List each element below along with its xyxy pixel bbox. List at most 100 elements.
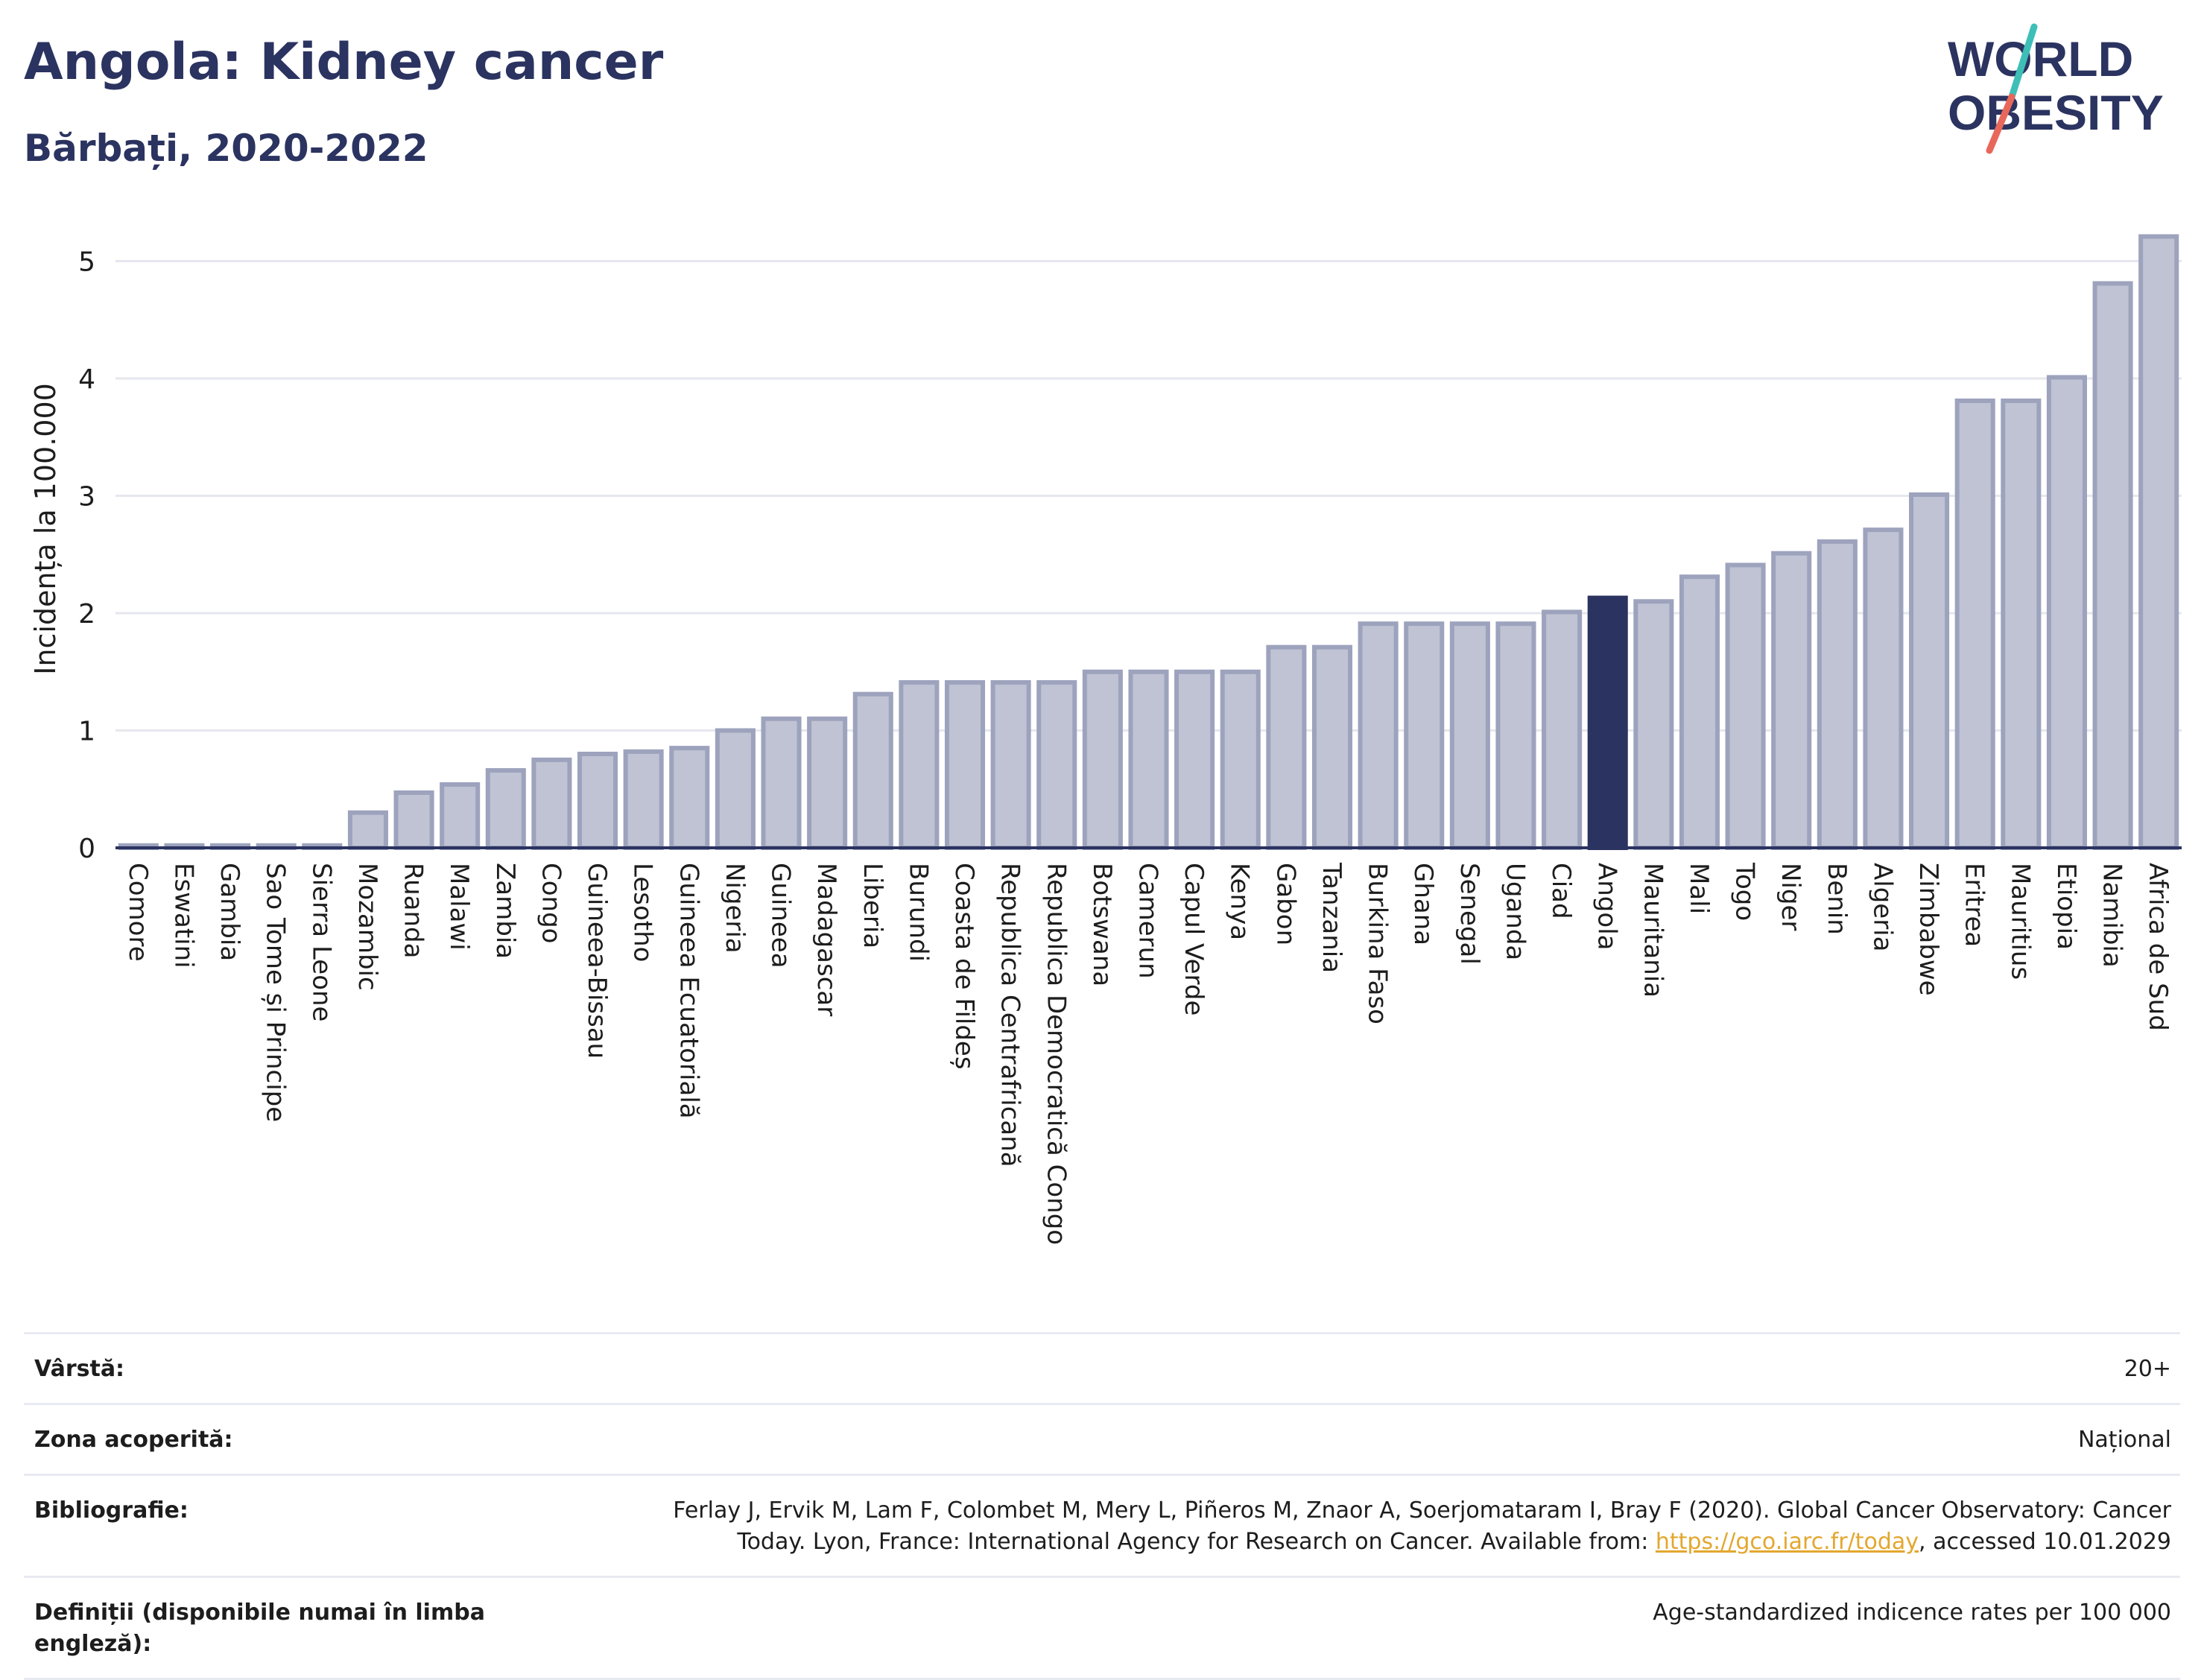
x-tick-label: Mauritius <box>2005 863 2035 980</box>
bibliography-text: Ferlay J, Ervik M, Lam F, Colombet M, Me… <box>673 1497 2171 1555</box>
bar-camerun[interactable] <box>1128 669 1169 850</box>
bibliography-link[interactable]: https://gco.iarc.fr/today <box>1655 1529 1919 1555</box>
bar-algeria[interactable] <box>1863 527 1904 850</box>
bar-uganda[interactable] <box>1495 621 1536 850</box>
bar-ruanda[interactable] <box>393 790 434 850</box>
x-tick-label: Madagascar <box>811 863 841 1016</box>
meta-value-definitions: Age-standardized indicence rates per 100… <box>1653 1600 2171 1626</box>
y-tick-label: 4 <box>78 364 95 395</box>
metadata-table: Vârstă: 20+ Zona acoperită: Național Bib… <box>24 1332 2180 1680</box>
x-tick-label: Eritrea <box>1960 863 1989 947</box>
x-tick-label: Gabon <box>1270 863 1300 945</box>
bar-lesotho[interactable] <box>623 749 664 850</box>
x-tick-label: Africa de Sud <box>2143 863 2173 1031</box>
bar-namibia[interactable] <box>2092 281 2133 851</box>
y-tick-label: 3 <box>78 482 95 513</box>
bar-zimbabwe[interactable] <box>1909 492 1950 850</box>
x-tick-label: Guineea Ecuatorială <box>674 863 703 1119</box>
bar-angola[interactable] <box>1587 595 1628 851</box>
bar-mozambic[interactable] <box>347 810 388 850</box>
x-tick-label: Burkina Faso <box>1363 863 1393 1024</box>
logo-line-world: WORLD <box>1948 31 2133 86</box>
y-axis-label: Incidența la 100.000 <box>29 383 62 675</box>
bar-botswana[interactable] <box>1082 669 1123 850</box>
bar-nigeria[interactable] <box>715 728 756 850</box>
meta-row-bibliography: Bibliografie: Ferlay J, Ervik M, Lam F, … <box>24 1474 2180 1576</box>
bar-ghana[interactable] <box>1404 621 1445 850</box>
bars <box>118 234 2179 851</box>
bar-liberia[interactable] <box>852 691 893 850</box>
bar-burkina-faso[interactable] <box>1358 621 1399 850</box>
bar-coasta-de-filde-[interactable] <box>944 679 986 850</box>
bar-capul-verde[interactable] <box>1174 669 1215 850</box>
x-tick-label: Malawi <box>444 863 474 951</box>
x-tick-label: Capul Verde <box>1179 863 1209 1015</box>
bar-guineea[interactable] <box>761 716 802 850</box>
x-tick-label: Zambia <box>490 863 520 959</box>
bar-mali[interactable] <box>1679 574 1720 850</box>
bar-ciad[interactable] <box>1542 609 1583 850</box>
x-tick-label: Mali <box>1684 863 1714 914</box>
x-tick-label: Uganda <box>1500 863 1530 960</box>
bar-malawi[interactable] <box>440 782 481 851</box>
x-tick-label: Kenya <box>1225 863 1255 940</box>
meta-row-definitions: Definiții (disponibile numai în limba en… <box>24 1576 2180 1680</box>
x-tick-label: Republica Centrafricană <box>995 863 1025 1167</box>
meta-label-definitions: Definiții (disponibile numai în limba en… <box>34 1600 485 1657</box>
bar-chart: 0 1 2 3 4 5 Comore Eswatini Gambia Sao Tome și Pr… <box>29 234 2182 1245</box>
bar-niger[interactable] <box>1771 551 1812 850</box>
x-tick-label: Ciad <box>1546 863 1576 919</box>
x-tick-label: Namibia <box>2097 863 2127 968</box>
meta-label-coverage: Zona acoperită: <box>34 1427 233 1453</box>
logo-slash-teal <box>2008 23 2038 101</box>
x-tick-label: Nigeria <box>720 863 750 954</box>
bar-africa-de-sud[interactable] <box>2138 234 2179 851</box>
x-tick-label: Camerun <box>1133 863 1163 979</box>
bar-benin[interactable] <box>1817 539 1858 850</box>
bar-togo[interactable] <box>1725 562 1766 850</box>
meta-value-age: 20+ <box>2124 1356 2171 1382</box>
x-tick-label: Guineea <box>766 863 796 969</box>
bar-mauritania[interactable] <box>1633 599 1674 850</box>
bar-guineea-ecuatorial-[interactable] <box>669 746 710 850</box>
bar-tanzania[interactable] <box>1311 644 1353 850</box>
bar-mauritius[interactable] <box>2001 398 2042 850</box>
bar-senegal[interactable] <box>1449 621 1490 850</box>
meta-value-coverage: Național <box>2077 1427 2171 1453</box>
bar-republica-democratic-congo[interactable] <box>1036 679 1077 850</box>
y-tick-label: 5 <box>78 247 95 278</box>
x-tick-label: Mauritania <box>1638 863 1668 998</box>
meta-label-age: Vârstă: <box>34 1356 125 1382</box>
logo-slash-red <box>1986 93 2015 154</box>
y-tick-label: 1 <box>78 717 95 747</box>
x-tick-label: Eswatini <box>168 863 198 969</box>
x-tick-label: Botswana <box>1087 863 1117 986</box>
meta-value-bibliography: Ferlay J, Ervik M, Lam F, Colombet M, Me… <box>607 1495 2171 1558</box>
x-tick-label: Togo <box>1730 862 1760 921</box>
x-tick-label: Liberia <box>858 863 887 948</box>
x-tick-label: Ruanda <box>399 863 428 958</box>
x-tick-label: Senegal <box>1454 863 1484 965</box>
x-tick-label: Tanzania <box>1317 862 1346 973</box>
x-tick-label: Comore <box>123 863 153 962</box>
x-tick-label: Angola <box>1592 863 1622 950</box>
bar-etiopia[interactable] <box>2046 375 2087 851</box>
bar-congo[interactable] <box>531 757 572 850</box>
meta-row-coverage: Zona acoperită: Național <box>24 1403 2180 1474</box>
y-tick-label: 2 <box>78 599 95 630</box>
bar-kenya[interactable] <box>1220 669 1261 850</box>
x-tick-label: Sierra Leone <box>306 863 336 1021</box>
meta-label-bibliography: Bibliografie: <box>34 1497 189 1524</box>
bar-eritrea[interactable] <box>1954 398 1995 850</box>
bar-gabon[interactable] <box>1266 644 1307 850</box>
x-tick-label: Congo <box>536 863 566 943</box>
x-tick-label: Republica Democratică Congo <box>1041 863 1071 1245</box>
bar-zambia[interactable] <box>485 768 526 850</box>
y-tick-label: 0 <box>78 834 95 864</box>
bar-guineea-bissau[interactable] <box>577 752 618 850</box>
x-tick-label: Niger <box>1776 863 1805 931</box>
x-tick-label: Mozambic <box>352 863 382 991</box>
bar-madagascar[interactable] <box>807 716 848 850</box>
bar-burundi[interactable] <box>899 679 940 850</box>
bar-republica-centrafrican-[interactable] <box>990 679 1031 850</box>
